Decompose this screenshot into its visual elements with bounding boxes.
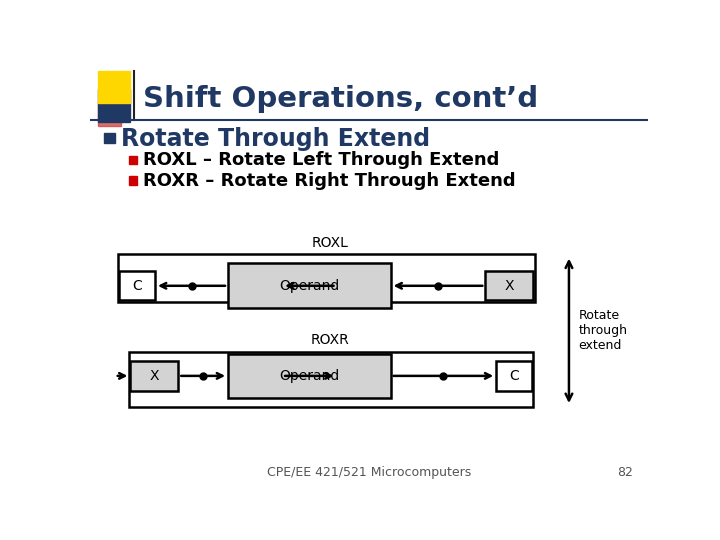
Bar — [104, 132, 114, 143]
Bar — [129, 177, 138, 185]
Text: ROXR – Rotate Right Through Extend: ROXR – Rotate Right Through Extend — [143, 172, 516, 190]
Bar — [485, 271, 534, 300]
Bar — [228, 354, 391, 398]
Bar — [130, 361, 179, 390]
Bar — [496, 361, 532, 390]
Bar — [129, 156, 138, 164]
Bar — [98, 71, 130, 103]
Text: C: C — [509, 369, 519, 383]
Text: Rotate Through Extend: Rotate Through Extend — [121, 127, 430, 151]
Bar — [118, 254, 535, 302]
Bar — [228, 264, 391, 308]
Text: 82: 82 — [616, 467, 632, 480]
Text: X: X — [505, 279, 514, 293]
Text: Rotate
through
extend: Rotate through extend — [578, 309, 627, 352]
Text: ROXL: ROXL — [312, 237, 348, 251]
Bar — [129, 352, 534, 408]
Bar — [98, 103, 121, 126]
Text: ROXL – Rotate Left Through Extend: ROXL – Rotate Left Through Extend — [143, 151, 499, 169]
Text: Operand: Operand — [279, 369, 339, 383]
Text: C: C — [132, 279, 142, 293]
Text: Shift Operations, cont’d: Shift Operations, cont’d — [143, 85, 538, 113]
Text: CPE/EE 421/521 Microcomputers: CPE/EE 421/521 Microcomputers — [267, 467, 471, 480]
Text: Operand: Operand — [279, 279, 339, 293]
Text: X: X — [150, 369, 159, 383]
Text: ROXR: ROXR — [311, 334, 350, 347]
Bar — [98, 90, 130, 122]
Bar — [120, 271, 155, 300]
